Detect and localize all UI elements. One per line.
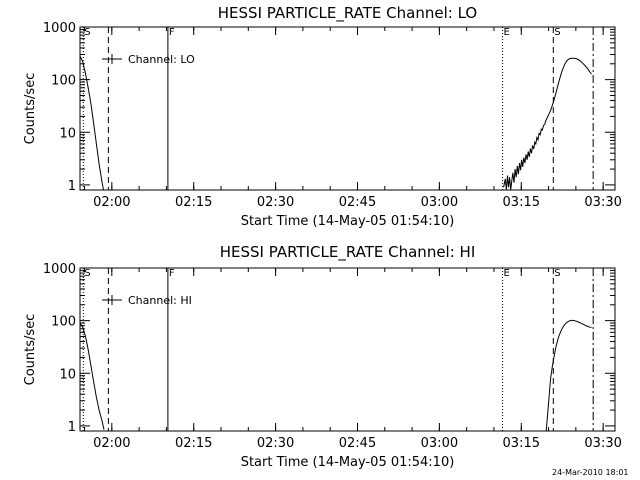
x-tick-label: 02:00 [93,195,130,210]
legend-label: Channel: LO [128,53,195,66]
x-tick-label: 03:15 [503,436,540,451]
y-tick-label: 100 [51,74,76,89]
y-tick-label: 100 [51,315,76,330]
x-tick-label: 02:15 [175,436,212,451]
x-tick-label: 02:30 [257,195,294,210]
chart-panel-lo: HESSI PARTICLE_RATE Channel: LO Start Tim… [23,4,622,229]
x-tick-label: 02:15 [175,195,212,210]
series-line [545,319,592,431]
event-marker-label: E [504,268,510,279]
y-tick-label: 10 [59,367,76,382]
plot-frame [79,26,616,191]
y-tick-label: 1000 [43,262,76,277]
y-tick-label: 1000 [43,21,76,36]
event-marker-label: S [554,27,560,38]
event-marker-label: E [504,27,510,38]
chart-title: HESSI PARTICLE_RATE Channel: LO [218,4,477,23]
x-tick-label: 02:45 [339,436,376,451]
event-marker-label: S [554,268,560,279]
plot-frame [79,267,616,432]
x-axis-label: Start Time (14-May-05 01:54:10) [241,214,455,229]
x-tick-label: 02:00 [93,436,130,451]
x-tick-label: 03:30 [584,195,621,210]
y-tick-label: 1 [68,420,76,435]
timestamp: 24-Mar-2010 18:01 [552,468,629,477]
y-tick-label: 1 [68,179,76,194]
y-axis-label: Counts/sec [23,314,38,386]
legend-label: Channel: HI [128,294,192,307]
chart-title: HESSI PARTICLE_RATE Channel: HI [220,243,476,262]
y-axis-label: Counts/sec [23,73,38,145]
event-marker-label: F [169,27,175,38]
y-tick-label: 10 [59,126,76,141]
chart-panel-hi: HESSI PARTICLE_RATE Channel: HI Start Tim… [23,243,622,470]
series-line [80,55,104,190]
x-tick-label: 02:45 [339,195,376,210]
x-tick-label: 03:00 [421,195,458,210]
series-line [80,322,105,430]
x-axis-label: Start Time (14-May-05 01:54:10) [241,455,455,470]
x-tick-label: 03:00 [421,436,458,451]
event-marker-label: S [84,27,90,38]
event-marker-label: S [84,268,90,279]
x-tick-label: 02:30 [257,436,294,451]
x-tick-label: 03:30 [584,436,621,451]
x-tick-label: 03:15 [503,195,540,210]
event-marker-label: F [169,268,175,279]
series-line [503,57,592,190]
